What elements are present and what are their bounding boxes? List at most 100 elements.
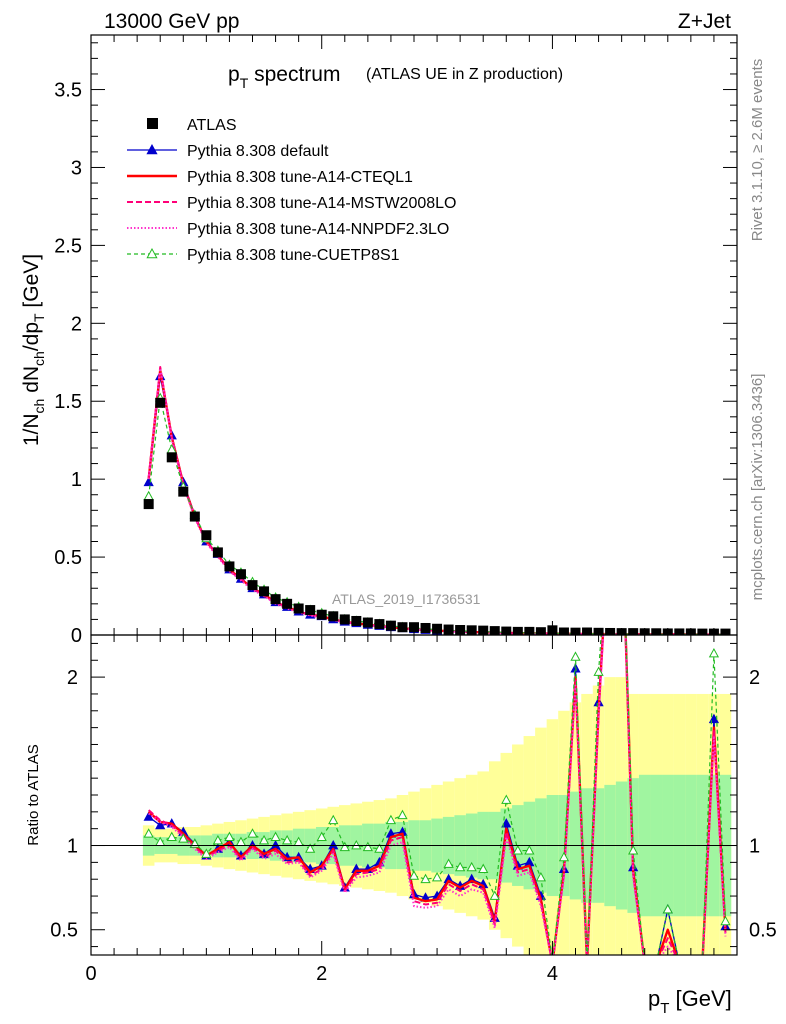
analysis-id-label: ATLAS_2019_I1736531 [332,591,481,607]
atlas-data-point [189,511,200,522]
ratio-marker-default [501,818,512,828]
ratio-marker-cuetp8s1 [166,831,177,841]
atlas-data-point [247,580,258,591]
atlas-data-point [143,499,154,510]
axis-ticks: 0 2 4 0 0.5 1 1.5 2 2.5 3 3.5 0.5 0.5 1 1 2 2 [50,35,777,985]
ratio-marker-default [652,959,661,967]
ratio-marker-cuetp8s1 [593,666,604,676]
ratio-marker-cuetp8s1 [374,843,385,853]
top-marker-cuetp8s1 [143,490,154,501]
ratio-marker-cuetp8s1 [570,651,581,661]
ratio-marker-cuetp8s1 [628,845,639,855]
legend-label: Pythia 8.308 tune-A14-NNPDF2.3LO [187,221,449,238]
ratio-marker-cuetp8s1 [583,959,592,967]
ratio-marker-default [698,959,707,967]
ratio-marker-cuetp8s1 [339,841,350,852]
ratio-marker-default [640,959,649,967]
x-label-p: p [648,986,660,1011]
ratio-marker-cuetp8s1 [212,834,224,845]
atlas-data-point [674,628,685,635]
ratio-marker-cuetp8s1 [708,647,720,658]
y-label-part-4: /dp [20,322,43,351]
ratio-marker-cuetp8s1 [558,851,570,862]
ratio-marker-cuetp8s1 [316,831,327,841]
x-label-unit: [GeV] [669,986,731,1011]
x-tick-label: 2 [316,963,327,985]
atlas-data-point [293,603,304,614]
plot-title-p: p [228,63,240,86]
ratio-marker-cuetp8s1 [201,848,212,858]
y-tick-label-top: 3 [71,157,82,179]
ratio-marker-cuetp8s1 [640,959,649,967]
ratio-panel-data [143,504,731,967]
atlas-data-point [397,622,408,633]
legend-label: Pythia 8.308 tune-A14-CTEQL1 [187,169,413,186]
rivet-version-label: Rivet 3.1.10, ≥ 2.6M events [749,59,766,242]
atlas-data-point [605,627,616,635]
ratio-marker-default [143,811,154,821]
atlas-data-point [328,611,339,622]
svg-text:pT spectrum: pT spectrum [228,63,340,91]
atlas-data-point [466,625,477,635]
energy-label: 13000 GeV pp [104,10,239,33]
x-tick-label: 4 [547,963,558,985]
ratio-marker-cuetp8s1 [535,871,547,882]
ratio-marker-cuetp8s1 [466,861,477,872]
ratio-marker-default [675,959,684,967]
atlas-data-point [339,614,350,625]
atlas-data-point [224,561,235,572]
atlas-data-point [316,609,327,620]
legend-atlas-marker [147,118,158,129]
plot-title-rest: spectrum [248,63,340,86]
ratio-marker-cuetp8s1 [431,871,443,882]
ratio-marker-cuetp8s1 [328,814,339,825]
ratio-line-mstw [148,635,727,955]
atlas-data-point [374,619,385,630]
ratio-marker-cuetp8s1 [270,831,281,841]
y-tick-label-top: 2.5 [54,235,82,257]
atlas-data-point [535,627,546,635]
atlas-data-point [512,626,523,635]
y-tick-label-ratio-right: 0.5 [749,920,777,942]
ratio-marker-cuetp8s1 [524,845,535,855]
legend-label: ATLAS [187,117,237,134]
legend-marker-default [146,143,158,155]
ratio-marker-default [583,959,592,967]
plot-title-subscript: T [240,75,249,91]
legend: ATLAS Pythia 8.308 default Pythia 8.308 tu… [127,117,456,264]
legend-label: Pythia 8.308 tune-CUETP8S1 [187,247,400,264]
ratio-marker-cuetp8s1 [662,903,673,914]
ratio-marker-cuetp8s1 [258,834,270,845]
atlas-data-point [651,628,662,635]
ratio-marker-cuetp8s1 [224,831,235,841]
ratio-marker-cuetp8s1 [281,834,293,845]
plot-subtitle: (ATLAS UE in Z production) [366,66,563,83]
ratio-marker-default [617,504,626,512]
x-tick-label: 0 [85,963,96,985]
ratio-marker-cuetp8s1 [512,845,523,855]
atlas-data-point [409,622,419,633]
y-tick-label-ratio-right: 1 [749,836,760,858]
atlas-data-point [720,628,731,635]
atlas-data-point [558,627,569,635]
ratio-marker-cuetp8s1 [143,828,154,838]
atlas-data-point [178,486,189,497]
ratio-marker-cuetp8s1 [385,814,397,825]
ratio-marker-cuetp8s1 [687,959,696,967]
y-label-part-2: dN [20,366,43,399]
ratio-marker-cuetp8s1 [420,873,431,884]
ratio-marker-cuetp8s1 [478,863,489,873]
ratio-marker-default [606,504,615,512]
ratio-marker-cuetp8s1 [443,858,454,868]
x-axis-label: pT [GeV] [648,986,732,1017]
ratio-marker-cuetp8s1 [362,841,373,852]
atlas-data-point [362,617,373,628]
plot-title: pT spectrum (ATLAS UE in Z production) [228,63,563,91]
legend-label: Pythia 8.308 default [187,143,329,160]
atlas-data-point [155,397,166,408]
atlas-data-point [443,624,454,635]
atlas-data-point [697,628,708,635]
ratio-marker-cuetp8s1 [698,959,707,967]
atlas-data-point [212,547,223,558]
y-tick-label-ratio-right: 2 [749,667,760,689]
